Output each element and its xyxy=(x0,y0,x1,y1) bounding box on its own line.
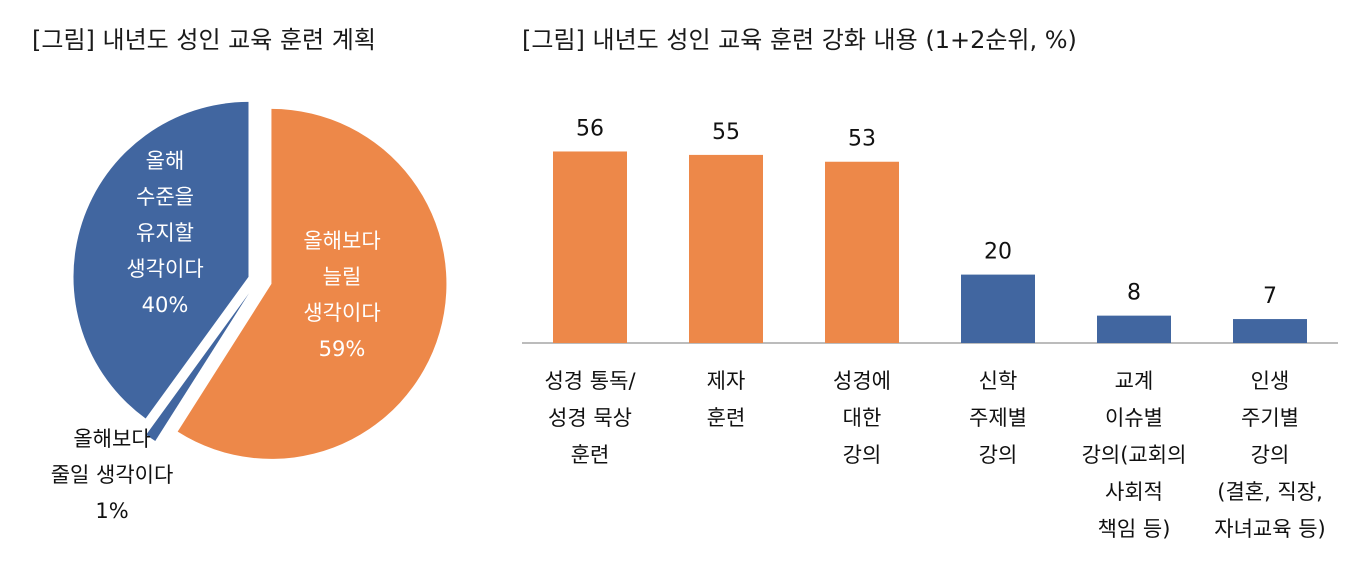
category-label-4: 교계 이슈별 강의(교회의 사회적 책임 등) xyxy=(1082,369,1187,541)
category-label-5: 인생 주기별 강의 (결혼, 직장, 자녀교육 등) xyxy=(1214,369,1325,541)
category-label-2: 성경에 대한 강의 xyxy=(833,369,891,467)
bar-value-label-2: 53 xyxy=(848,127,876,152)
bar-0 xyxy=(553,151,627,343)
pie-chart: 올해보다 늘릴 생각이다 59% 올해보다 줄일 생각이다 1% 올해 수준을 유지할 생각이다 40… xyxy=(51,101,447,523)
category-label-3: 신학 주제별 강의 xyxy=(969,369,1027,467)
bar-1 xyxy=(689,154,763,343)
pie-slice-label-0: 올해보다 늘릴 생각이다 59% xyxy=(303,229,380,361)
bar-value-label-5: 7 xyxy=(1263,284,1277,309)
bar-value-label-4: 8 xyxy=(1127,281,1141,306)
pie-slice-label-2: 올해 수준을 유지할 생각이다 40% xyxy=(126,149,203,317)
category-label-1: 제자 훈련 xyxy=(707,369,746,430)
pie-slice-1 xyxy=(146,293,250,441)
bar-5 xyxy=(1233,319,1307,343)
bar-4 xyxy=(1097,315,1171,343)
bar-value-label-0: 56 xyxy=(576,116,604,141)
bar-value-label-1: 55 xyxy=(712,120,740,145)
pie-chart-title: [그림] 내년도 성인 교육 훈련 계획 xyxy=(32,26,376,54)
pie-slice-label-1: 올해보다 줄일 생각이다 1% xyxy=(51,427,174,523)
bar-2 xyxy=(825,161,899,343)
pie-slice-0 xyxy=(177,108,447,459)
pie-slice-2 xyxy=(73,101,249,419)
bar-value-label-3: 20 xyxy=(984,240,1012,265)
bar-3 xyxy=(961,274,1035,343)
category-label-0: 성경 통독/성경 묵상 훈련 xyxy=(544,369,636,467)
bar-chart-title: [그림] 내년도 성인 교육 훈련 강화 내용 (1+2순위, %) xyxy=(522,26,1077,54)
